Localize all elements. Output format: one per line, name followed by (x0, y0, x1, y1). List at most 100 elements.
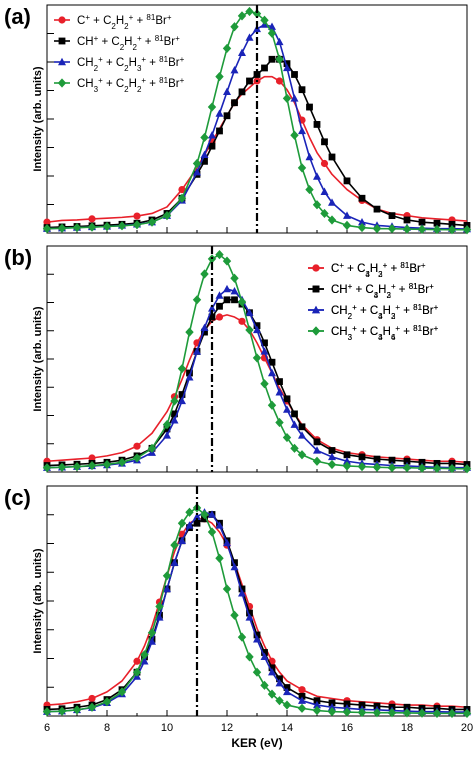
data-point (185, 327, 194, 337)
data-point (298, 696, 306, 704)
data-point (358, 453, 366, 461)
data-point (102, 697, 112, 707)
data-point (215, 72, 224, 82)
data-point (298, 86, 306, 94)
data-point (343, 211, 351, 219)
data-point (372, 462, 382, 472)
data-point (387, 224, 397, 234)
data-point (215, 291, 224, 299)
data-point (447, 225, 457, 235)
data-point (200, 323, 209, 331)
data-point (155, 601, 164, 612)
data-point (72, 222, 82, 233)
series-line (46, 513, 467, 711)
data-point (298, 423, 306, 431)
data-point (201, 157, 208, 165)
legend-entry: C+ + C4H2+ + 81Br+ (308, 261, 426, 279)
data-point (223, 538, 231, 547)
x-tick-label: 12 (221, 722, 233, 734)
data-point (231, 296, 238, 304)
data-point (147, 217, 157, 227)
data-point (201, 328, 208, 336)
legend-marker (312, 285, 320, 293)
data-point (162, 571, 172, 581)
legend-label: CH3+ + C4H6+ + 81Br+ (331, 324, 439, 342)
legend: C+ + C2H2+ + 81Br+ CH+ + C2H2+ + 81Br+ CH2… (54, 13, 185, 94)
data-point (87, 460, 97, 471)
data-point (283, 60, 291, 68)
y-axis-label: Intensity (arb. units) (32, 306, 44, 411)
data-point (298, 431, 306, 439)
legend-marker (312, 264, 320, 272)
data-point (388, 456, 396, 464)
data-point (245, 652, 254, 662)
legend-entry: CH+ + C4H2+ + 81Br+ (308, 282, 434, 300)
data-point (290, 420, 299, 428)
data-point (117, 687, 127, 697)
data-point (231, 559, 238, 567)
data-point (312, 456, 322, 466)
data-point (328, 198, 336, 206)
data-point (170, 540, 179, 550)
data-point (357, 707, 367, 718)
data-point (291, 71, 298, 78)
data-point (178, 185, 186, 194)
data-point (447, 708, 457, 718)
data-point (193, 512, 201, 520)
data-point (283, 63, 291, 72)
data-point (432, 224, 442, 235)
data-point (238, 589, 246, 597)
data-point (238, 88, 246, 96)
data-point (222, 43, 232, 54)
data-point (433, 219, 441, 227)
data-point (298, 692, 306, 700)
data-point (328, 699, 336, 707)
data-point (291, 410, 298, 418)
data-point (230, 610, 239, 620)
data-point (402, 708, 412, 718)
data-point (185, 521, 194, 529)
data-point (215, 250, 224, 260)
panel-3: (c) Intensity (arb. units) C+ + C4H2+ + 81… (4, 261, 473, 751)
legend-label: CH+ + C3H3+ + 81Br+ (331, 282, 434, 300)
data-point (237, 632, 247, 642)
data-point (223, 296, 231, 304)
data-point (253, 325, 261, 334)
data-point (282, 700, 292, 710)
data-point (177, 518, 187, 528)
x-tick-label: 16 (341, 722, 353, 734)
data-point (462, 225, 472, 235)
data-point (87, 702, 97, 712)
data-point (215, 553, 224, 563)
data-point (313, 438, 321, 446)
data-point (162, 211, 172, 221)
data-point (432, 708, 442, 718)
series-1 (43, 515, 468, 710)
legend-label: C+ + C3H3+ + 81Br+ (331, 261, 426, 279)
data-point (245, 6, 254, 17)
data-point (290, 94, 299, 102)
data-point (223, 112, 231, 120)
data-point (267, 689, 277, 699)
data-point (388, 212, 396, 220)
data-point (328, 447, 336, 454)
data-point (358, 217, 366, 226)
data-point (253, 631, 261, 639)
data-point (208, 142, 216, 150)
data-point (140, 657, 149, 665)
data-point (132, 220, 142, 230)
data-point (200, 150, 209, 159)
legend-marker (58, 57, 66, 66)
data-point (230, 562, 239, 571)
data-point (208, 510, 216, 518)
panel-label: (c) (4, 485, 31, 510)
data-point (327, 215, 337, 225)
data-point (192, 158, 202, 169)
data-point (57, 462, 67, 472)
data-point (267, 400, 277, 410)
data-point (230, 22, 239, 32)
series-2 (43, 511, 471, 713)
data-point (418, 218, 426, 226)
data-point (57, 706, 67, 716)
data-point (290, 130, 299, 140)
